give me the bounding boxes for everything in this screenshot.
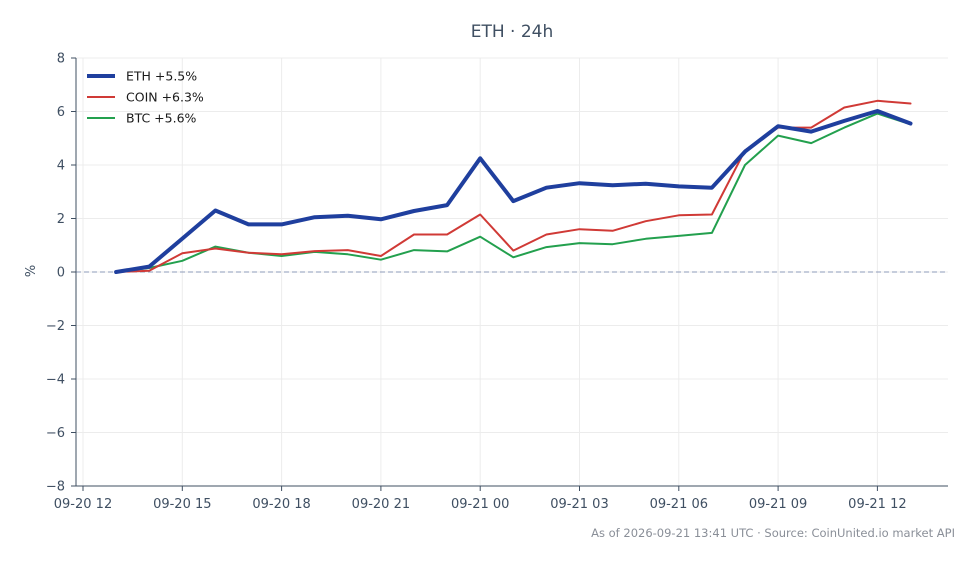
- y-tick-label: −6: [46, 426, 65, 441]
- y-tick-label: 4: [57, 159, 65, 174]
- x-tick-label: 09-20 18: [252, 497, 310, 512]
- y-tick-label: 2: [57, 212, 65, 227]
- y-tick-label: 6: [57, 105, 65, 120]
- x-tick-label: 09-21 00: [451, 497, 509, 512]
- y-tick-label: −4: [46, 373, 65, 388]
- source-footer: As of 2026-09-21 13:41 UTC · Source: Coi…: [591, 526, 955, 540]
- y-tick-label: −2: [46, 319, 65, 334]
- x-tick-label: 09-20 21: [352, 497, 410, 512]
- x-axis-ticks: 09-20 12 09-20 15 09-20 18 09-20 21 09-21 00…: [54, 486, 907, 512]
- y-tick-label: −8: [46, 480, 65, 495]
- x-tick-label: 09-20 12: [54, 497, 112, 512]
- legend: ETH +5.5% COIN +6.3% BTC +5.6%: [87, 69, 204, 126]
- x-tick-label: 09-21 09: [749, 497, 807, 512]
- x-tick-label: 09-21 03: [550, 497, 608, 512]
- x-tick-label: 09-20 15: [153, 497, 211, 512]
- x-tick-label: 09-21 12: [848, 497, 906, 512]
- series-lines: [114, 99, 913, 274]
- x-tick-label: 09-21 06: [650, 497, 708, 512]
- y-tick-label: 8: [57, 52, 65, 67]
- series-line-2: [115, 112, 912, 273]
- legend-label: BTC +5.6%: [126, 111, 197, 126]
- y-axis-label: %: [24, 265, 39, 277]
- series-line-0: [114, 109, 913, 274]
- legend-label: COIN +6.3%: [126, 90, 204, 105]
- legend-label: ETH +5.5%: [126, 69, 197, 84]
- y-tick-label: 0: [57, 266, 65, 281]
- y-axis-ticks: −8 −6 −4 −2 0 2 4 6 8: [46, 52, 76, 495]
- chart-title: ETH · 24h: [471, 22, 554, 42]
